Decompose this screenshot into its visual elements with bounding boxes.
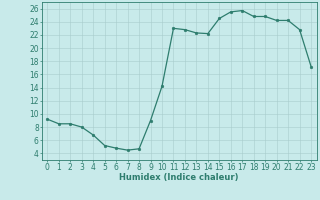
X-axis label: Humidex (Indice chaleur): Humidex (Indice chaleur)	[119, 173, 239, 182]
